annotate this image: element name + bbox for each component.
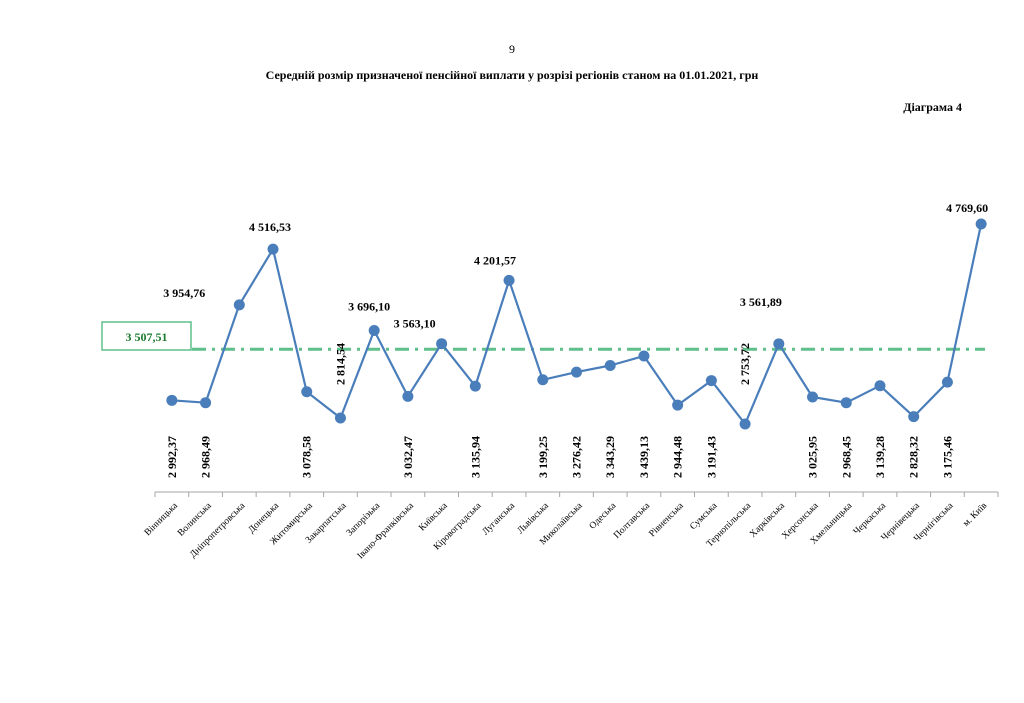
category-label: Донецька [247, 500, 282, 535]
data-point [672, 399, 684, 411]
data-label: 3 032,47 [401, 436, 415, 478]
data-label: 2 814,54 [333, 343, 347, 385]
category-label: Львівська [516, 501, 552, 537]
data-point [807, 391, 819, 403]
data-point [571, 366, 582, 378]
data-point [233, 299, 245, 311]
data-label: 3 175,46 [940, 436, 954, 478]
category-label: Вінницька [143, 501, 181, 539]
data-label: 3 561,89 [740, 295, 782, 309]
data-point [941, 376, 953, 388]
data-point [604, 360, 616, 372]
category-label: Івано-Франківська [356, 500, 417, 561]
category-label: м. Київ [961, 501, 989, 529]
average-label-box [101, 321, 192, 351]
data-point [334, 412, 346, 424]
data-label: 3 343,29 [603, 436, 617, 478]
data-point [301, 386, 313, 398]
data-label: 4 516,53 [249, 220, 291, 234]
data-point [368, 325, 380, 337]
category-label: Київська [417, 501, 450, 534]
data-label: 2 828,32 [907, 436, 921, 478]
data-label: 4 201,57 [474, 253, 516, 267]
data-point [773, 338, 785, 350]
data-point [975, 218, 987, 230]
data-point [267, 243, 279, 255]
data-label: 4 769,60 [946, 201, 988, 215]
series-line [171, 223, 983, 426]
data-label: 2 968,45 [839, 436, 853, 478]
data-point [402, 390, 414, 402]
data-point [537, 374, 549, 386]
data-point [908, 411, 920, 423]
category-label: Луганська [481, 501, 518, 538]
data-label: 2 753,72 [738, 343, 752, 385]
data-point [166, 394, 178, 406]
data-label: 3 276,42 [570, 436, 584, 478]
category-label: Полтавська [612, 501, 652, 541]
data-point [200, 397, 212, 409]
data-point [436, 338, 448, 350]
data-label: 3 563,10 [394, 317, 436, 331]
data-label: 3 696,10 [348, 300, 390, 314]
data-point [503, 274, 515, 286]
data-point [840, 397, 852, 409]
data-label: 3 078,58 [300, 436, 314, 478]
category-label: Одеська [588, 501, 619, 532]
data-label: 3 025,95 [806, 436, 820, 478]
category-label: Рівненська [648, 500, 687, 539]
data-label: 3 135,94 [468, 436, 482, 478]
data-label: 3 199,25 [536, 436, 550, 478]
data-point [705, 375, 717, 387]
data-point [638, 350, 650, 362]
page-number: 9 [509, 42, 515, 56]
data-label: 2 992,37 [165, 436, 179, 478]
chart-title: Середній розмір призначеної пенсійної ви… [265, 68, 759, 82]
diagram-label: Діаграма 4 [903, 100, 962, 114]
data-label: 3 191,43 [704, 436, 718, 478]
data-label: 3 139,28 [873, 436, 887, 478]
data-point [739, 418, 751, 430]
data-label: 2 944,48 [671, 436, 685, 478]
data-label: 2 968,49 [199, 436, 213, 478]
data-label: 3 954,76 [163, 286, 205, 300]
category-label: Сумська [688, 501, 720, 533]
data-point [469, 380, 481, 392]
data-label: 3 439,13 [637, 436, 651, 478]
average-label: 3 507,51 [126, 330, 168, 344]
data-point [874, 380, 886, 392]
